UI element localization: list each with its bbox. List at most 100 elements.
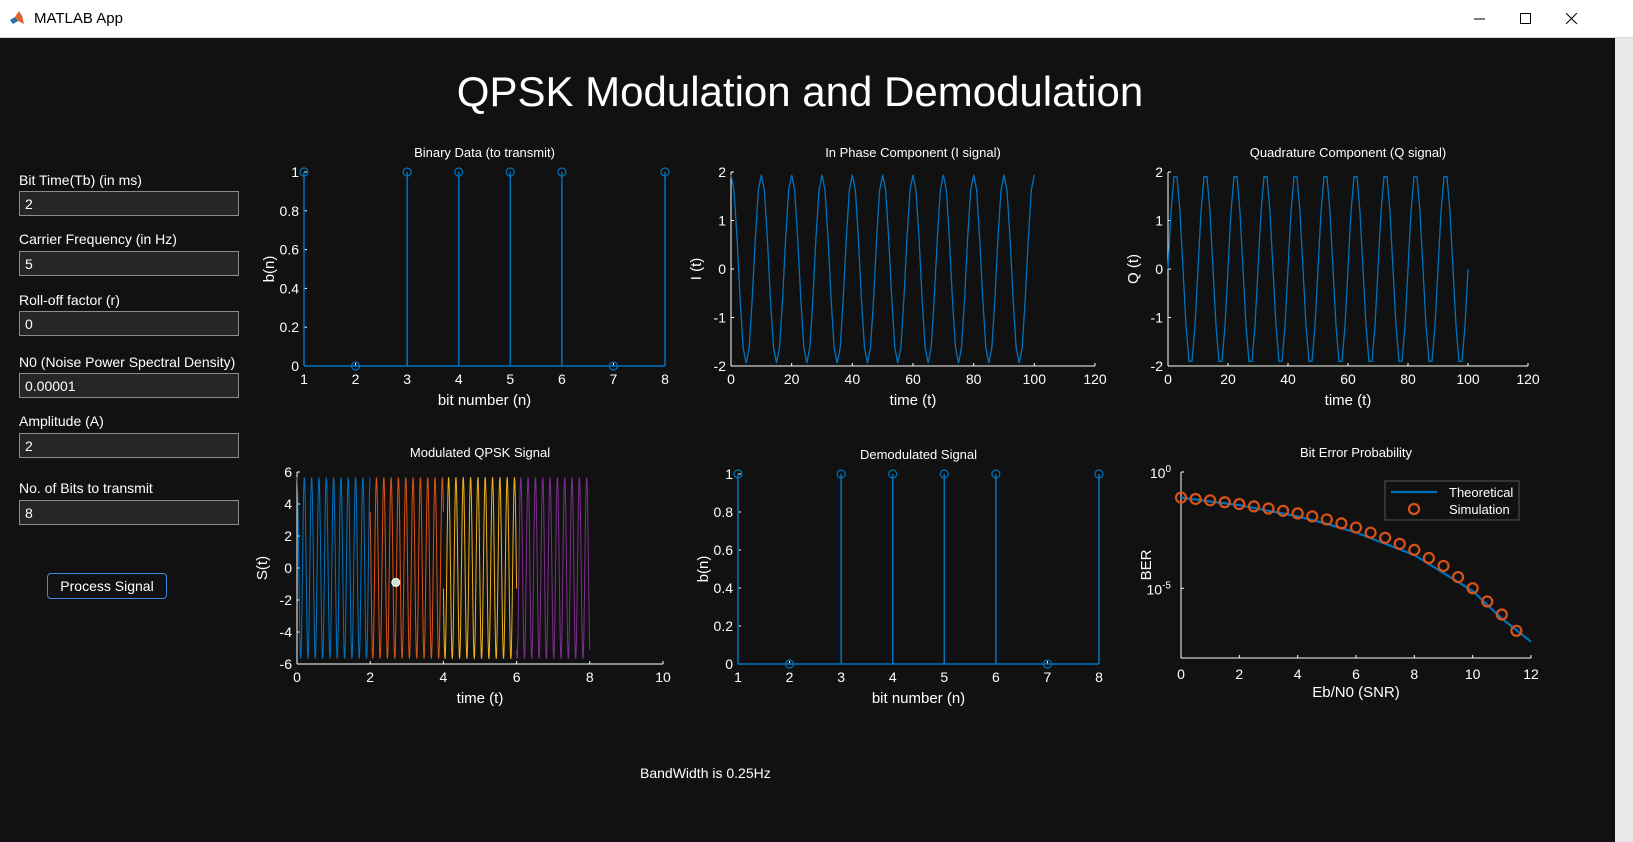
quad-series-line [1167, 176, 1469, 362]
demod-ytick-label: 0.4 [714, 580, 734, 596]
ber-simulation-point [1320, 513, 1333, 526]
app-title: QPSK Modulation and Demodulation [456, 68, 1144, 115]
ber-simulation-point [1306, 510, 1319, 523]
bandwidth-readout: BandWidth is 0.25Hz [640, 765, 771, 781]
demod-xtick-label: 1 [734, 669, 742, 685]
minimize-icon [1474, 18, 1485, 19]
quad-ytick-label: -1 [1151, 310, 1164, 326]
binary-ytick-label: 0.2 [280, 319, 300, 335]
demod-stem-marker [1094, 469, 1104, 479]
ber-xtick-label: 2 [1235, 666, 1243, 682]
ber-legend-box [1384, 480, 1520, 521]
ber-ytick-label: 10-5 [1147, 580, 1172, 597]
ber-xtick-label: 4 [1294, 666, 1302, 682]
window-title: MATLAB App [34, 10, 123, 27]
ber-chart: Bit Error Probability Eb/N0 (SNR) BER 0 2 4 6 8… [1138, 445, 1539, 701]
iphase-ytick-label: 0 [718, 261, 726, 277]
mod-ytick-label: 2 [284, 528, 292, 544]
ber-simulation-point [1349, 521, 1363, 534]
binary-xtick-label: 5 [506, 371, 514, 387]
mod-xtick-label: 4 [440, 669, 448, 685]
binary-ytick-label: 0.6 [280, 242, 300, 258]
mod-ytick-label: 0 [284, 560, 292, 576]
quad-ytick-label: -2 [1151, 358, 1164, 374]
carrier-frequency-label: Carrier Frequency (in Hz) [19, 231, 177, 247]
noise-psd-input[interactable] [19, 373, 239, 398]
ber-simulation-point [1437, 559, 1450, 573]
demod-title: Demodulated Signal [860, 447, 977, 462]
binary-xtick-label: 8 [661, 371, 669, 387]
ber-ytick-label: 100 [1150, 464, 1172, 481]
mod-xtick-label: 6 [513, 669, 521, 685]
binary-xtick-label: 6 [558, 371, 566, 387]
binary-ytick-label: 1 [291, 164, 299, 180]
quad-ytick-label: 2 [1155, 164, 1163, 180]
mod-xlabel: time (t) [457, 690, 504, 707]
ber-xtick-label: 8 [1410, 666, 1418, 682]
quad-chart: Quadrature Component (Q signal) time (t) Q… [1125, 145, 1540, 409]
amplitude-label: Amplitude (A) [19, 413, 104, 429]
carrier-frequency-input[interactable] [19, 251, 239, 276]
binary-xtick-label: 2 [352, 371, 360, 387]
binary-xtick-label: 4 [455, 371, 463, 387]
ber-simulation-point [1364, 526, 1377, 539]
binary-title: Binary Data (to transmit) [414, 145, 555, 160]
demod-ytick-label: 1 [725, 466, 733, 482]
binary-stem-marker [350, 361, 361, 371]
iphase-title: In Phase Component (I signal) [825, 145, 1001, 160]
mod-ylabel: S(t) [254, 556, 271, 580]
mod-series-2 [369, 477, 444, 659]
binary-stem-marker [402, 167, 412, 177]
iphase-xtick-label: 80 [966, 371, 982, 387]
binary-xlabel: bit number (n) [438, 392, 531, 409]
ber-simulation-point [1379, 531, 1392, 544]
ber-legend-theoretical-label: Theoretical [1449, 485, 1513, 500]
close-icon [1566, 12, 1578, 24]
scrollbar[interactable] [1615, 38, 1633, 842]
ber-simulation-point [1233, 497, 1246, 511]
minimize-button[interactable] [1457, 0, 1503, 37]
process-signal-button[interactable]: Process Signal [47, 573, 167, 599]
matlab-logo-icon [10, 11, 24, 24]
quad-title: Quadrature Component (Q signal) [1250, 145, 1447, 160]
mod-xtick-label: 0 [293, 669, 301, 685]
binary-ytick-label: 0 [291, 358, 299, 374]
quad-xtick-label: 100 [1456, 371, 1480, 387]
ber-simulation-point [1218, 496, 1231, 509]
demod-stem-marker [836, 469, 846, 479]
mod-ytick-label: 6 [284, 464, 292, 480]
binary-xtick-label: 3 [403, 371, 411, 387]
binary-xtick-label: 7 [610, 371, 618, 387]
quad-xtick-label: 20 [1220, 371, 1236, 387]
demod-ytick-label: 0.6 [714, 542, 734, 558]
demod-xtick-label: 4 [889, 669, 897, 685]
mod-ytick-label: -6 [280, 656, 293, 672]
ber-simulation-point [1204, 494, 1217, 507]
mod-datatip-marker [391, 577, 401, 587]
quad-xtick-label: 120 [1516, 371, 1540, 387]
ber-simulation-point [1262, 502, 1275, 515]
binary-stem-marker [299, 167, 309, 177]
ber-xtick-label: 0 [1177, 666, 1185, 682]
demod-xtick-label: 3 [837, 669, 845, 685]
num-bits-label: No. of Bits to transmit [19, 480, 153, 496]
iphase-ytick-label: 2 [718, 164, 726, 180]
mod-xtick-label: 2 [366, 669, 374, 685]
demod-ytick-label: 0 [725, 656, 733, 672]
amplitude-input[interactable] [19, 433, 239, 458]
iphase-xtick-label: 40 [845, 371, 861, 387]
close-button[interactable] [1549, 0, 1595, 37]
quad-ytick-label: 0 [1155, 261, 1163, 277]
num-bits-input[interactable] [19, 500, 239, 525]
binary-stem-marker [608, 361, 619, 371]
demod-xtick-label: 2 [786, 669, 794, 685]
binary-stem-marker [505, 167, 515, 177]
mod-ytick-label: -4 [280, 624, 293, 640]
binary-stem-marker [454, 167, 464, 177]
maximize-button[interactable] [1503, 0, 1549, 37]
quad-ytick-label: 1 [1155, 213, 1163, 229]
rolloff-factor-input[interactable] [19, 311, 239, 336]
iphase-xtick-label: 100 [1023, 371, 1047, 387]
bit-time-input[interactable] [19, 191, 239, 216]
ber-simulation-point [1276, 504, 1290, 517]
